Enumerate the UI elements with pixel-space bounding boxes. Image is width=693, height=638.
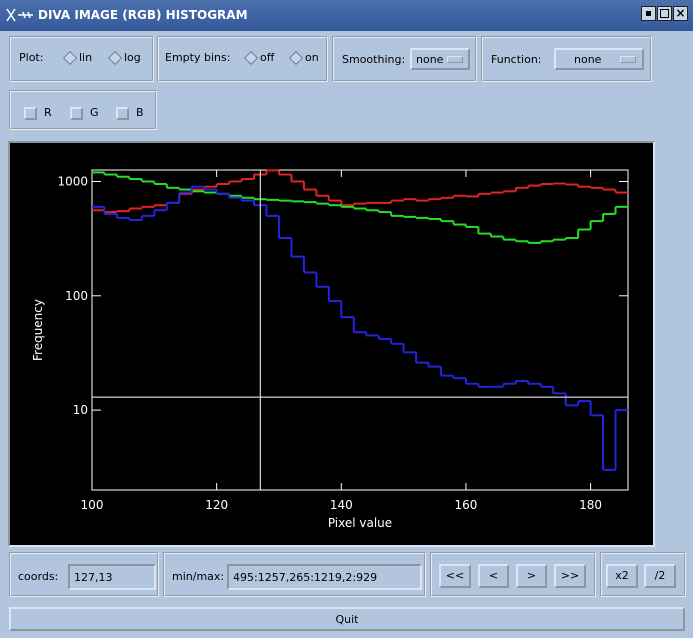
y-tick-label: 1000 xyxy=(57,174,88,188)
x-tick-label: 100 xyxy=(81,498,104,512)
nav-button[interactable]: > xyxy=(516,564,547,588)
plot-border xyxy=(91,169,629,491)
minmax-label: min/max: xyxy=(172,570,225,583)
dropdown-value: none xyxy=(416,53,444,66)
zoom-button[interactable]: /2 xyxy=(644,564,676,588)
coords-value: 127,13 xyxy=(74,571,113,584)
chart: 100 120 140 160 180 10 100 1000 Pixel value Frequ… xyxy=(31,169,629,530)
minmax-field[interactable]: 495:1257,265:1219,2:929 xyxy=(227,564,422,590)
radio-label[interactable]: log xyxy=(124,51,141,64)
x-tick-label: 160 xyxy=(455,498,478,512)
dropdown-value: none xyxy=(574,53,602,66)
minimize-button[interactable] xyxy=(641,6,656,21)
checkbox-label[interactable]: B xyxy=(136,106,144,119)
x-tick-label: 140 xyxy=(330,498,353,512)
smoothing-label: Smoothing: xyxy=(342,53,406,66)
radio-label[interactable]: lin xyxy=(79,51,93,64)
radio-icon[interactable] xyxy=(107,50,123,66)
nav-button[interactable]: < xyxy=(478,564,509,588)
dropdown-indicator xyxy=(620,56,636,63)
radio-icon[interactable] xyxy=(62,50,78,66)
checkbox[interactable] xyxy=(116,107,129,120)
empty-bins-label: Empty bins: xyxy=(165,51,231,64)
zoom-button[interactable]: x2 xyxy=(606,564,638,588)
plot-panel: Plot: lin log xyxy=(9,36,154,82)
radio-label[interactable]: on xyxy=(305,51,319,64)
nav-panel: << < > >> xyxy=(430,552,596,597)
y-tick-label: 10 xyxy=(73,403,88,417)
y-axis-label: Frequency xyxy=(31,299,45,361)
function-dropdown[interactable]: none xyxy=(554,48,644,70)
nav-button[interactable]: << xyxy=(439,564,471,588)
radio-label[interactable]: off xyxy=(260,51,275,64)
x-tick-label: 120 xyxy=(205,498,228,512)
coords-label: coords: xyxy=(18,570,59,583)
checkbox-label[interactable]: R xyxy=(44,106,52,119)
coords-panel: coords: 127,13 xyxy=(9,552,159,597)
window-icon xyxy=(6,8,33,22)
nav-button[interactable]: >> xyxy=(554,564,586,588)
title-bar: DIVA IMAGE (RGB) HISTOGRAM × xyxy=(0,0,693,31)
x-axis-label: Pixel value xyxy=(328,516,392,530)
plot-label: Plot: xyxy=(19,51,44,64)
chart-frame: 100 120 140 160 180 10 100 1000 Pixel value Frequ… xyxy=(8,141,655,547)
minmax-panel: min/max: 495:1257,265:1219,2:929 xyxy=(163,552,426,597)
zoom-panel: x2 /2 xyxy=(600,552,686,597)
checkbox-label[interactable]: G xyxy=(90,106,99,119)
minmax-value: 495:1257,265:1219,2:929 xyxy=(233,571,378,584)
checkbox[interactable] xyxy=(24,107,37,120)
quit-button[interactable]: Quit xyxy=(9,607,685,631)
function-panel: Function: none xyxy=(481,36,652,82)
y-tick-label: 100 xyxy=(65,289,88,303)
checkbox[interactable] xyxy=(70,107,83,120)
radio-icon[interactable] xyxy=(288,50,304,66)
maximize-button[interactable] xyxy=(657,6,672,21)
radio-icon[interactable] xyxy=(243,50,259,66)
smoothing-panel: Smoothing: none xyxy=(332,36,477,82)
dropdown-indicator xyxy=(447,56,463,63)
coords-field[interactable]: 127,13 xyxy=(68,564,156,590)
window-title: DIVA IMAGE (RGB) HISTOGRAM xyxy=(38,8,248,22)
close-button[interactable]: × xyxy=(673,6,688,21)
channel-panel: R G B xyxy=(9,90,157,130)
empty-bins-panel: Empty bins: off on xyxy=(157,36,328,82)
smoothing-dropdown[interactable]: none xyxy=(410,48,470,70)
function-label: Function: xyxy=(491,53,542,66)
x-tick-label: 180 xyxy=(579,498,602,512)
